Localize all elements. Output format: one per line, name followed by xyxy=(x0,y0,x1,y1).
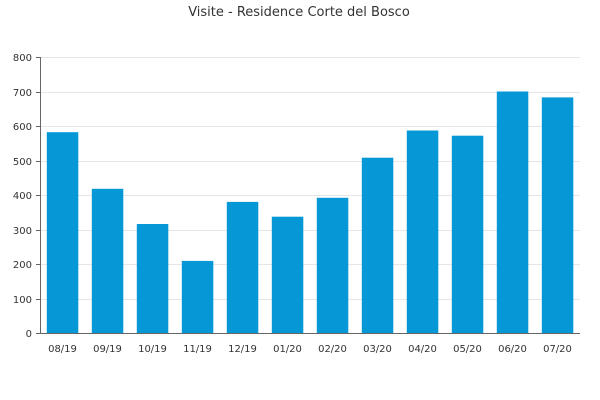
x-tick-label: 09/19 xyxy=(93,344,122,355)
x-tick-label: 08/19 xyxy=(48,344,77,355)
bar-10-19 xyxy=(136,224,169,333)
bar-03-20 xyxy=(361,157,394,333)
bar-07-20 xyxy=(541,97,574,334)
y-tick-label: 400 xyxy=(13,191,32,202)
y-tick-label: 0 xyxy=(26,329,32,340)
x-tick-label: 01/20 xyxy=(273,344,302,355)
bar-11-19 xyxy=(181,260,214,333)
y-tick-label: 500 xyxy=(13,157,32,168)
x-tick-label: 10/19 xyxy=(138,344,167,355)
x-tick-label: 12/19 xyxy=(228,344,257,355)
tick-labels: 0 100 200 300 400 500 600 700 800 08/19 09/19 10/19… xyxy=(13,53,572,355)
x-tick-label: 05/20 xyxy=(453,344,482,355)
x-tick-label: 03/20 xyxy=(363,344,392,355)
x-tick-label: 11/19 xyxy=(183,344,212,355)
bar-02-20 xyxy=(316,197,349,333)
bar-04-20 xyxy=(406,130,439,333)
bars xyxy=(46,91,574,334)
x-tick-label: 02/20 xyxy=(318,344,347,355)
bar-01-20 xyxy=(271,216,304,333)
x-tick-label: 06/20 xyxy=(498,344,527,355)
y-tick-label: 600 xyxy=(13,122,32,133)
y-tick-label: 800 xyxy=(13,53,32,64)
axes xyxy=(36,57,580,334)
bar-09-19 xyxy=(91,188,124,333)
chart-title: Visite - Residence Corte del Bosco xyxy=(188,5,410,20)
grid-lines xyxy=(40,57,580,300)
x-tick-label: 04/20 xyxy=(408,344,437,355)
bar-05-20 xyxy=(451,135,484,333)
bar-08-19 xyxy=(46,132,79,333)
y-tick-label: 100 xyxy=(13,295,32,306)
x-tick-label: 07/20 xyxy=(543,344,572,355)
y-tick-label: 300 xyxy=(13,226,32,237)
y-tick-label: 700 xyxy=(13,88,32,99)
bar-12-19 xyxy=(226,201,259,333)
bar-06-20 xyxy=(496,91,529,333)
y-tick-label: 200 xyxy=(13,260,32,271)
